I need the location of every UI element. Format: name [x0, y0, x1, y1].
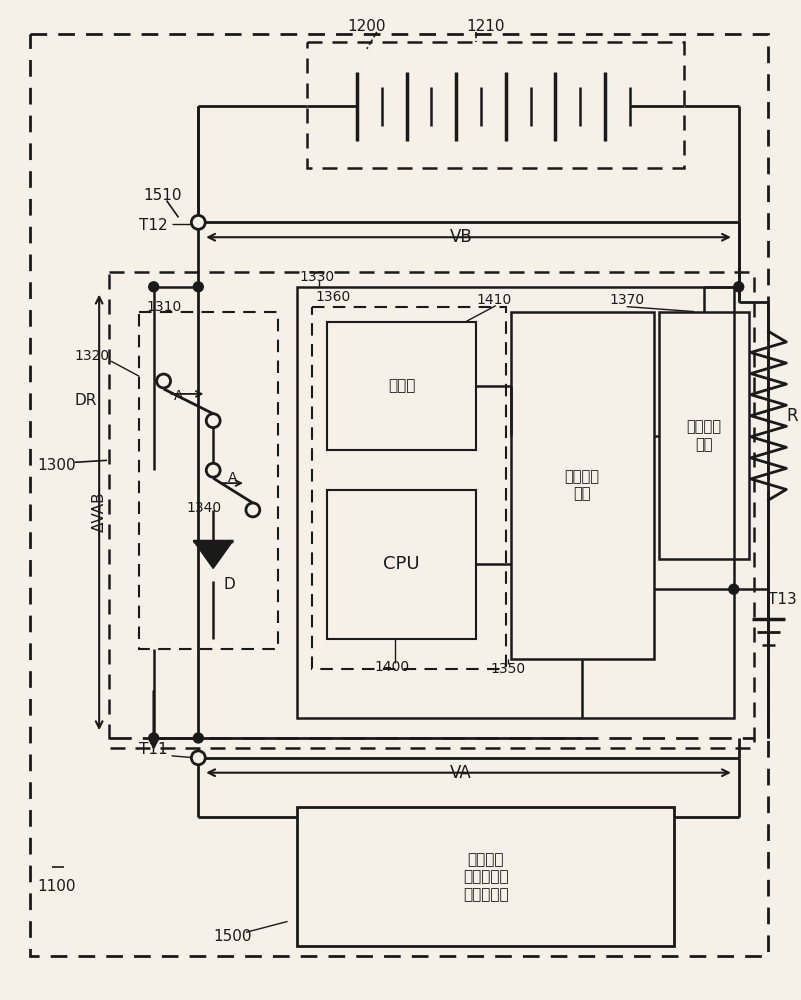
Text: 1410: 1410 — [476, 293, 511, 307]
Circle shape — [149, 282, 159, 292]
Text: CPU: CPU — [384, 555, 420, 573]
Bar — [659, 312, 749, 559]
Circle shape — [734, 282, 743, 292]
Circle shape — [192, 216, 204, 228]
Bar — [297, 807, 674, 946]
Bar — [308, 42, 684, 168]
Text: 1360: 1360 — [316, 290, 351, 304]
Text: 电压检测
电路: 电压检测 电路 — [565, 469, 600, 501]
Text: 1500: 1500 — [213, 929, 252, 944]
Polygon shape — [193, 541, 233, 568]
Bar — [328, 322, 476, 450]
Text: 1210: 1210 — [466, 19, 505, 34]
Text: DR: DR — [74, 393, 97, 408]
Circle shape — [207, 464, 219, 476]
Text: 1300: 1300 — [38, 458, 76, 473]
Circle shape — [247, 504, 259, 516]
Text: 1200: 1200 — [347, 19, 385, 34]
Text: 1370: 1370 — [610, 293, 645, 307]
Circle shape — [729, 584, 739, 594]
Text: T13: T13 — [768, 592, 797, 607]
Bar — [109, 272, 754, 748]
Text: VB: VB — [449, 228, 473, 246]
Text: R: R — [787, 407, 798, 425]
Text: A: A — [228, 471, 238, 485]
Text: 1310: 1310 — [147, 300, 182, 314]
Text: 1320: 1320 — [74, 349, 110, 363]
Text: 电流检测
电路: 电流检测 电路 — [686, 419, 722, 452]
Circle shape — [193, 282, 203, 292]
Bar — [139, 312, 278, 649]
Circle shape — [192, 752, 204, 764]
Text: T12: T12 — [139, 218, 167, 233]
Text: 1400: 1400 — [375, 660, 410, 674]
Text: 存储器: 存储器 — [388, 378, 415, 393]
Text: T11: T11 — [139, 742, 167, 757]
Text: 1330: 1330 — [300, 270, 335, 284]
Text: ΔVAB: ΔVAB — [91, 492, 107, 532]
Text: A: A — [174, 389, 183, 403]
Bar — [328, 490, 476, 639]
Text: 1350: 1350 — [491, 662, 526, 676]
Text: VA: VA — [450, 764, 472, 782]
Text: 负载或者
交流发电机
（充电器）: 负载或者 交流发电机 （充电器） — [463, 852, 509, 902]
Text: 1340: 1340 — [187, 501, 222, 515]
Circle shape — [158, 375, 170, 387]
Bar — [297, 287, 734, 718]
Text: D: D — [223, 577, 235, 592]
Circle shape — [207, 415, 219, 427]
Text: 1510: 1510 — [144, 188, 183, 203]
Circle shape — [149, 733, 159, 743]
Text: 1100: 1100 — [38, 879, 76, 894]
Bar — [312, 307, 505, 669]
Circle shape — [193, 733, 203, 743]
Bar — [511, 312, 654, 659]
